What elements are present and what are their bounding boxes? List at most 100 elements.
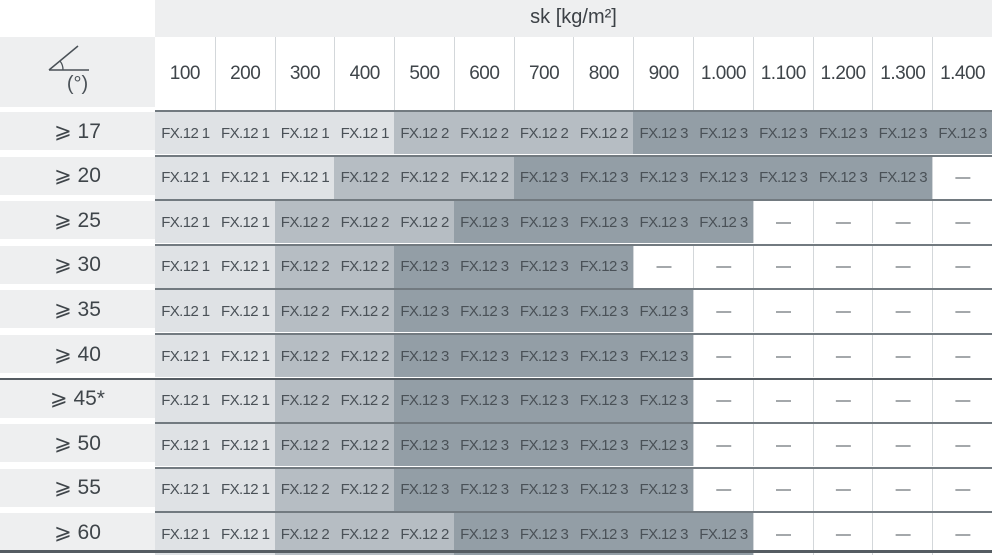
table-cell: — — [932, 468, 992, 511]
table-cell-text: FX.12 3 — [579, 302, 629, 320]
table-cell: FX.12 3 — [633, 112, 694, 154]
angle-label: ⩾ 35 — [0, 290, 155, 329]
row-cells: FX.12 1 FX.12 1 FX.12 2 FX.12 2 FX.12 3 FX.12… — [155, 422, 992, 467]
table-cell: FX.12 3 — [633, 290, 694, 333]
table-cell: FX.12 2 — [334, 513, 395, 556]
table-cell: FX.12 2 — [334, 424, 395, 467]
table-cell: FX.12 3 — [513, 335, 574, 377]
row-cells: FX.12 1 FX.12 1 FX.12 2 FX.12 2 FX.12 3 FX.12… — [155, 243, 992, 288]
table-cell-text: — — [776, 392, 791, 410]
table-cell: FX.12 2 — [394, 201, 454, 244]
table-cell: FX.12 3 — [693, 112, 753, 154]
table-cell-text: — — [955, 169, 970, 187]
table-cell-text: FX.12 1 — [161, 481, 210, 499]
table-cell-text: FX.12 3 — [460, 258, 509, 276]
table-cell: — — [872, 379, 933, 422]
table-cell: — — [872, 424, 933, 467]
table-cell-text: — — [716, 436, 731, 454]
angle-label: ⩾ 17 — [0, 112, 155, 150]
table-cell: FX.12 3 — [513, 201, 574, 244]
table-cell-text: — — [895, 392, 911, 410]
table-cell-text: FX.12 3 — [579, 169, 629, 187]
table-cell: FX.12 3 — [453, 513, 514, 556]
table-cell-text: — — [835, 347, 851, 365]
table-cell: — — [752, 424, 813, 467]
table-cell-text: FX.12 2 — [340, 481, 390, 499]
table-cell-text: — — [955, 258, 970, 276]
table-cell-text: FX.12 3 — [460, 213, 509, 231]
table-cell: — — [693, 468, 753, 511]
table-cell-text: FX.12 2 — [400, 124, 449, 142]
table-cell-text: — — [776, 213, 791, 231]
table-cell-text: FX.12 2 — [280, 347, 330, 365]
table-cell-text: FX.12 2 — [280, 525, 330, 543]
table-cell: FX.12 3 — [693, 156, 753, 199]
table-cell-text: FX.12 2 — [280, 258, 330, 276]
angle-label-text: ⩾ 17 — [54, 119, 101, 143]
table-cell: FX.12 3 — [513, 156, 574, 199]
table-cell-text: FX.12 3 — [460, 436, 509, 454]
table-cell: — — [812, 468, 873, 511]
table-cell: FX.12 2 — [573, 112, 634, 154]
table-cell: — — [872, 468, 933, 511]
table-cell: — — [752, 245, 813, 288]
row-cells: FX.12 1 FX.12 1 FX.12 2 FX.12 2 FX.12 3 FX.12… — [155, 377, 992, 422]
table-cell: FX.12 3 — [812, 112, 873, 154]
table-cell: — — [752, 201, 813, 244]
table-cell-text: FX.12 3 — [579, 436, 629, 454]
angle-label-text: ⩾ 30 — [54, 253, 101, 277]
table-cell: — — [932, 290, 992, 333]
table-cell: FX.12 1 — [214, 201, 275, 244]
table-cell: FX.12 3 — [573, 424, 634, 467]
table-cell-text: — — [716, 481, 731, 499]
column-header-label: 400 — [349, 62, 381, 84]
table-cell-text: FX.12 1 — [221, 124, 270, 142]
table-cell-text: — — [835, 525, 851, 543]
table-cell: — — [812, 245, 873, 288]
table-cell: FX.12 2 — [274, 379, 335, 422]
table-cell-text: — — [955, 302, 970, 320]
table-cell: FX.12 3 — [453, 424, 514, 467]
table-cell: FX.12 3 — [633, 468, 694, 511]
column-header: 1.400 — [932, 37, 992, 110]
table-cell-text: FX.12 1 — [161, 392, 210, 410]
column-header-label: 1.300 — [880, 62, 926, 84]
table-cell: — — [932, 245, 992, 288]
column-header: 1.300 — [872, 37, 932, 110]
table-cell: — — [693, 290, 753, 333]
table-cell: FX.12 3 — [394, 379, 454, 422]
table-cell-text: FX.12 3 — [579, 258, 629, 276]
table-cell-text: FX.12 1 — [161, 124, 210, 142]
table-cell: FX.12 3 — [573, 468, 634, 511]
table-cell-text: FX.12 3 — [639, 347, 689, 365]
table-cell: FX.12 1 — [155, 424, 215, 467]
table-cell: — — [693, 379, 753, 422]
column-header: 1.200 — [812, 37, 873, 110]
table-cell: FX.12 3 — [513, 424, 574, 467]
table-cell-text: FX.12 2 — [280, 392, 330, 410]
row-cells: FX.12 1 FX.12 1 FX.12 1 FX.12 1 FX.12 2 FX.12… — [155, 110, 992, 154]
table-cell: — — [872, 513, 933, 556]
table-cell: — — [812, 201, 873, 244]
table-cell-text: FX.12 3 — [519, 525, 569, 543]
table-cell: FX.12 3 — [633, 424, 694, 467]
column-header-label: 1.000 — [700, 62, 747, 84]
column-header: 500 — [394, 37, 454, 110]
table-cell-text: FX.12 3 — [818, 124, 868, 142]
table-cell: FX.12 1 — [155, 335, 215, 377]
table-cell: FX.12 3 — [752, 156, 813, 199]
table-cell: FX.12 1 — [155, 201, 215, 244]
table-cell-text: FX.12 3 — [639, 436, 689, 454]
table-cell: FX.12 2 — [513, 112, 574, 154]
table-cell-text: FX.12 3 — [579, 481, 629, 499]
table-cell: FX.12 3 — [513, 468, 574, 511]
table-cell-text: — — [895, 302, 911, 320]
table-cell: FX.12 2 — [334, 201, 395, 244]
table-cell-text: — — [776, 347, 791, 365]
table-cell-text: FX.12 3 — [400, 392, 449, 410]
table-cell-text: FX.12 3 — [460, 392, 509, 410]
table-cell-text: FX.12 3 — [818, 169, 868, 187]
table-cell-text: FX.12 1 — [221, 169, 270, 187]
